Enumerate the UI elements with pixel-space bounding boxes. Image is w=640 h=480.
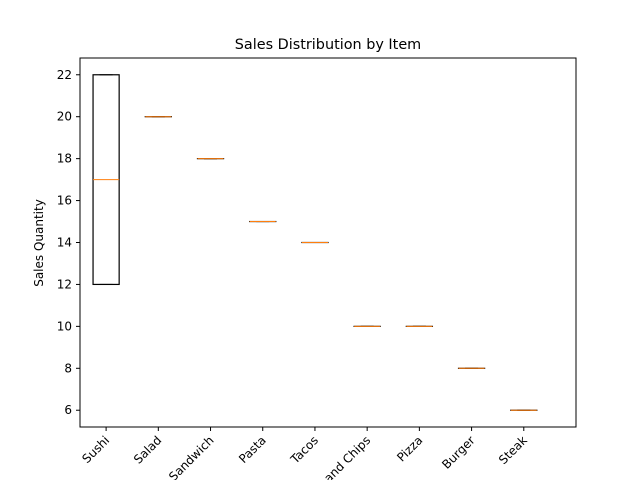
y-tick-label: 18: [57, 152, 72, 166]
x-tick-label: Tacos: [287, 433, 321, 467]
x-tick-label: Pasta: [236, 433, 269, 466]
y-tick-label: 22: [57, 68, 72, 82]
y-tick-label: 6: [64, 403, 72, 417]
x-tick-label: Sushi: [79, 433, 112, 466]
y-tick-label: 12: [57, 277, 72, 291]
x-tick-label: Salad: [131, 433, 164, 466]
x-tick-label: Burger: [439, 433, 478, 472]
x-tick-label: Pizza: [394, 433, 425, 464]
chart-title: Sales Distribution by Item: [235, 37, 421, 53]
y-tick-label: 10: [57, 319, 72, 333]
x-tick-label: Steak: [496, 433, 530, 467]
y-axis-label: Sales Quantity: [32, 199, 46, 287]
y-tick-label: 20: [57, 110, 72, 124]
x-tick-label: Sandwich: [166, 433, 217, 480]
plot-area: 6 8 10 12 14 16 18 20 22 Sushi Salad Sandwich Pasta T…: [57, 57, 577, 480]
y-tick-label: 8: [64, 361, 72, 375]
y-tick-label: 14: [57, 236, 72, 250]
y-tick-label: 16: [57, 194, 72, 208]
